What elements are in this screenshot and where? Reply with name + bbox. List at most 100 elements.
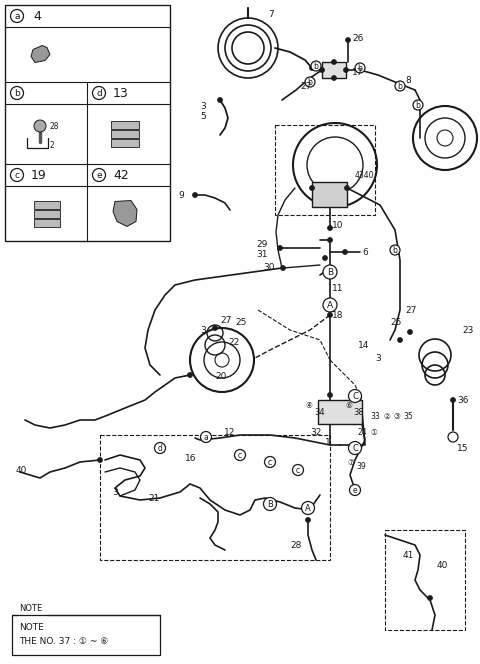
Text: 4340: 4340	[355, 171, 374, 179]
Circle shape	[11, 86, 24, 100]
Text: 23: 23	[462, 325, 473, 335]
Circle shape	[327, 238, 333, 242]
Text: NOTE: NOTE	[19, 623, 44, 633]
Text: 28: 28	[290, 540, 301, 550]
Text: 41: 41	[403, 550, 414, 560]
Circle shape	[323, 256, 327, 260]
Circle shape	[93, 86, 106, 100]
Text: 19: 19	[31, 169, 47, 181]
Circle shape	[310, 185, 314, 191]
Text: 12: 12	[224, 428, 235, 436]
Circle shape	[93, 169, 106, 181]
Circle shape	[305, 77, 315, 87]
Text: 3: 3	[375, 353, 381, 363]
Text: 40: 40	[437, 560, 448, 570]
Text: b: b	[393, 246, 397, 254]
Text: 13: 13	[113, 86, 129, 100]
Text: b: b	[416, 100, 420, 110]
Text: 9: 9	[178, 191, 184, 199]
Circle shape	[320, 68, 324, 72]
Circle shape	[332, 76, 336, 80]
Text: 30: 30	[263, 262, 275, 272]
Circle shape	[390, 245, 400, 255]
Text: d: d	[157, 444, 162, 452]
Text: c: c	[268, 457, 272, 467]
Text: 21: 21	[148, 493, 159, 503]
Text: 25: 25	[390, 317, 401, 327]
Circle shape	[217, 98, 223, 102]
Circle shape	[188, 373, 192, 378]
Text: b: b	[14, 88, 20, 98]
Circle shape	[348, 442, 361, 454]
Circle shape	[34, 120, 46, 132]
Text: ⑦: ⑦	[347, 457, 354, 467]
Text: B: B	[267, 499, 273, 509]
Circle shape	[155, 442, 166, 454]
Bar	[312, 182, 347, 207]
Text: C: C	[352, 444, 358, 452]
Circle shape	[345, 185, 349, 191]
Circle shape	[323, 298, 337, 312]
Text: c: c	[14, 171, 20, 179]
Text: 14: 14	[358, 341, 370, 349]
Circle shape	[448, 432, 458, 442]
Text: 4: 4	[33, 9, 41, 23]
Text: ①: ①	[370, 428, 377, 436]
Text: c: c	[296, 465, 300, 475]
Text: 39: 39	[356, 461, 366, 471]
Bar	[111, 139, 139, 147]
Text: 27: 27	[220, 315, 231, 325]
Bar	[12, 615, 160, 655]
Circle shape	[395, 81, 405, 91]
Bar	[111, 130, 139, 138]
Text: 2: 2	[49, 141, 54, 149]
Text: 1: 1	[325, 438, 331, 446]
Circle shape	[343, 250, 348, 254]
Text: 11: 11	[332, 284, 344, 293]
Text: e: e	[353, 485, 357, 495]
Text: A: A	[327, 301, 333, 309]
Circle shape	[451, 398, 456, 402]
Text: ⑥: ⑥	[345, 400, 352, 410]
Circle shape	[311, 61, 321, 71]
Text: 18: 18	[332, 311, 344, 319]
Text: 5: 5	[200, 112, 206, 120]
Circle shape	[11, 9, 24, 23]
Text: 40: 40	[16, 465, 27, 475]
Text: b: b	[313, 62, 318, 70]
Text: 24: 24	[358, 428, 368, 436]
Bar	[322, 62, 346, 78]
Text: 8: 8	[405, 76, 411, 84]
Text: 33: 33	[370, 412, 380, 420]
Text: 38: 38	[353, 408, 364, 416]
Text: b: b	[308, 78, 312, 86]
Text: 16: 16	[185, 454, 196, 463]
Circle shape	[413, 100, 423, 110]
Bar	[275, 125, 375, 215]
Text: c: c	[238, 450, 242, 459]
Polygon shape	[113, 201, 137, 226]
Bar	[34, 218, 60, 226]
Bar	[111, 121, 139, 129]
Bar	[34, 201, 60, 208]
Text: 42: 42	[113, 169, 129, 181]
Circle shape	[346, 37, 350, 42]
Bar	[5, 5, 170, 241]
Circle shape	[397, 337, 403, 343]
Circle shape	[428, 596, 432, 600]
Text: 15: 15	[457, 444, 468, 452]
Text: 27: 27	[405, 305, 416, 315]
Text: ④: ④	[305, 400, 312, 410]
Circle shape	[292, 465, 303, 475]
Circle shape	[192, 193, 197, 197]
Text: C: C	[352, 392, 358, 400]
Circle shape	[344, 68, 348, 72]
Circle shape	[327, 226, 333, 230]
Circle shape	[327, 392, 333, 398]
Circle shape	[349, 485, 360, 495]
Circle shape	[327, 313, 333, 317]
Text: ②: ②	[383, 412, 390, 420]
Text: 36: 36	[457, 396, 468, 404]
Text: b: b	[397, 82, 402, 90]
Polygon shape	[31, 46, 50, 62]
